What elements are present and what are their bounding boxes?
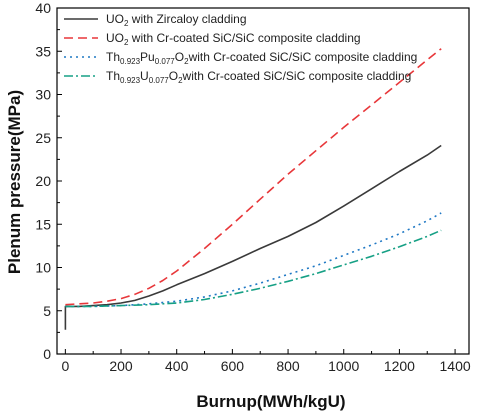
x-tick-label: 200 xyxy=(109,358,133,374)
y-axis-ticks: 0 5 10 15 20 25 30 35 40 xyxy=(35,0,62,362)
x-tick-label: 1400 xyxy=(440,358,471,374)
series-line-1 xyxy=(64,144,442,330)
y-tick-label: 20 xyxy=(35,173,51,189)
series-line-2 xyxy=(65,48,442,306)
x-tick-label: 1000 xyxy=(328,358,359,374)
y-axis-label: Plenum pressure(MPa) xyxy=(5,90,24,274)
legend-label-4: Th0.923U0.077O2with Cr-coated SiC/SiC co… xyxy=(106,69,411,85)
y-tick-label: 40 xyxy=(35,0,51,16)
legend-label-3: Th0.923Pu0.077O2with Cr-coated SiC/SiC c… xyxy=(106,50,417,66)
legend-label-2: UO2 with Cr-coated SiC/SiC composite cla… xyxy=(106,31,361,47)
x-tick-label: 400 xyxy=(165,358,189,374)
series-line-4 xyxy=(65,229,442,308)
y-tick-label: 30 xyxy=(35,87,51,103)
x-tick-label: 1200 xyxy=(384,358,415,374)
legend-label-1: UO2 with Zircaloy cladding xyxy=(106,12,247,28)
series-line-3 xyxy=(65,212,442,308)
x-tick-label: 0 xyxy=(61,358,69,374)
x-tick-label: 800 xyxy=(276,358,300,374)
y-tick-label: 0 xyxy=(43,346,51,362)
y-tick-label: 35 xyxy=(35,43,51,59)
x-axis-label: Burnup(MWh/kgU) xyxy=(196,392,345,411)
legend: UO2 with Zircaloy cladding UO2 with Cr-co… xyxy=(64,12,417,85)
x-axis-ticks: 0 200 400 600 800 1000 1200 1400 xyxy=(61,349,471,374)
x-tick-label: 600 xyxy=(221,358,245,374)
y-tick-label: 15 xyxy=(35,216,51,232)
y-tick-label: 25 xyxy=(35,130,51,146)
y-tick-label: 5 xyxy=(43,303,51,319)
series-layer xyxy=(64,48,442,330)
y-tick-label: 10 xyxy=(35,260,51,276)
